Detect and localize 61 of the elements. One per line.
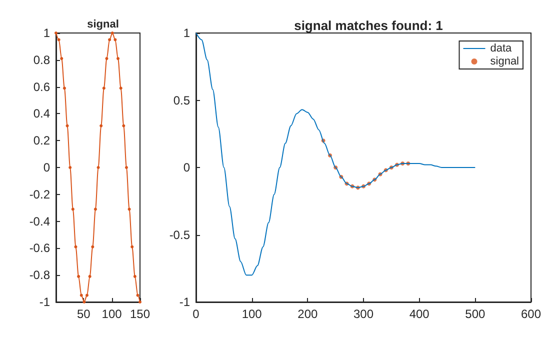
point [136,294,140,297]
y-tick-label: -1 [179,295,190,309]
y-tick-label: -0.5 [169,228,190,242]
x-tick-label: 300 [353,307,374,321]
point [133,274,136,278]
point [62,86,66,90]
y-tick-label: 1 [43,26,50,40]
point [105,57,108,60]
point [77,274,80,278]
x-tick-label: 600 [520,307,542,321]
point [60,57,64,60]
x-tick-label: 200 [298,307,318,321]
point [68,166,72,169]
x-tick-label: 100 [242,307,262,321]
x-tick-label: 0 [192,307,200,321]
point [108,38,112,42]
point [122,124,126,128]
point [110,32,114,34]
point [116,57,120,60]
point [94,208,97,211]
point [100,124,103,128]
x-tick-label: 150 [130,307,150,321]
point [71,208,74,211]
y-tick-label: -1 [39,295,50,309]
chart-title: signal [87,18,119,30]
point [54,32,58,34]
legend-label: signal [490,56,520,68]
x-tick-label: 500 [465,307,486,321]
y-tick-label: -0.2 [29,187,50,202]
line-series [196,32,476,276]
y-tick-label: 0.6 [33,80,50,94]
point [57,38,60,42]
y-tick-label: -0.6 [29,241,50,256]
x-tick-label: 50 [76,307,91,321]
y-tick-label: 1 [183,26,190,40]
chart-title: signal matches found: 1 [294,18,443,33]
point [130,245,134,248]
point [88,274,92,278]
y-tick-label: 0.8 [33,52,50,67]
point [86,294,89,297]
y-tick-label: 0 [183,160,190,174]
x-tick-label: 400 [409,307,430,321]
point [138,300,142,304]
point [82,300,86,304]
point [66,124,69,128]
point [91,245,94,248]
x-tick-label: 100 [102,307,122,321]
point [128,208,131,211]
y-tick-label: -0.4 [29,214,50,228]
point [96,166,100,169]
legend-label: data [490,42,513,54]
point [102,86,106,90]
point [114,38,117,42]
y-tick-label: -0.8 [29,268,50,282]
y-tick-label: 0.5 [173,93,190,108]
y-tick-label: 0.4 [33,106,50,121]
point [124,166,128,169]
line-series [54,32,142,304]
y-tick-label: 0.2 [33,134,50,148]
point [119,86,122,90]
y-tick-label: 0 [43,160,50,174]
